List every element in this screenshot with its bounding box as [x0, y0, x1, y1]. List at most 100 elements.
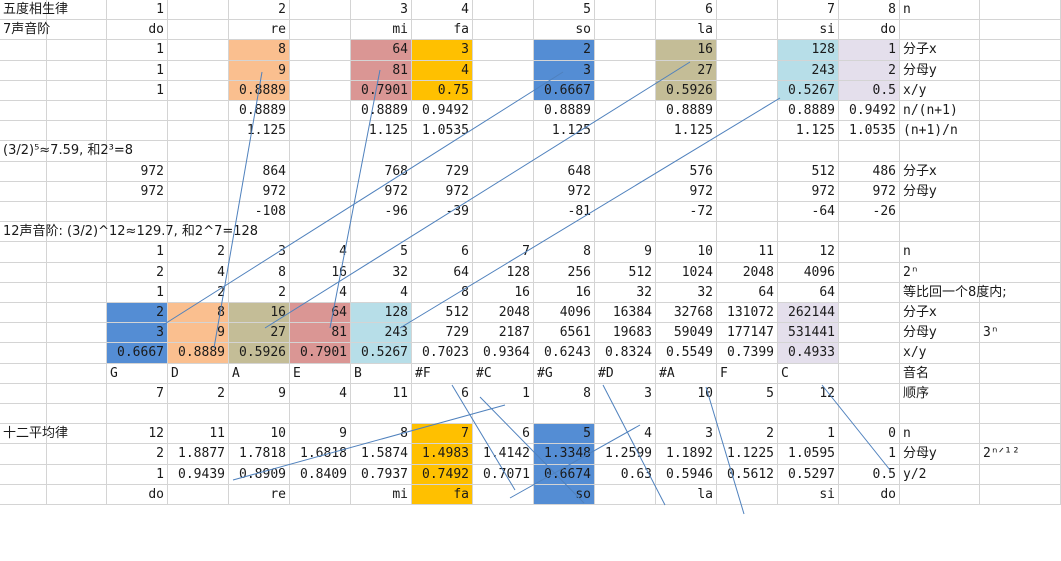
cell-value[interactable]: 8 [229, 262, 290, 283]
cell-value[interactable]: 4 [351, 282, 412, 303]
cell[interactable] [168, 484, 229, 505]
cell[interactable] [0, 80, 47, 101]
cell-value[interactable]: 3 [229, 242, 290, 263]
cell-value[interactable]: 512 [595, 262, 656, 283]
cell[interactable] [107, 121, 168, 142]
cell-value[interactable]: 0.6674 [534, 464, 595, 485]
cell-value[interactable]: 27 [229, 323, 290, 344]
cell-value[interactable]: 1.0535 [839, 121, 900, 142]
cell[interactable] [839, 222, 900, 243]
cell-value[interactable]: 1.2599 [595, 444, 656, 465]
cell-value[interactable]: 6 [412, 383, 473, 404]
cell-value[interactable]: 16 [473, 282, 534, 303]
cell-value[interactable]: fa [412, 484, 473, 505]
cell[interactable] [980, 222, 1061, 243]
cell-value[interactable]: 0.5 [839, 464, 900, 485]
cell-value[interactable]: 128 [351, 303, 412, 324]
cell[interactable] [0, 303, 47, 324]
cell-value[interactable]: 2 [717, 424, 778, 445]
cell[interactable] [412, 404, 473, 425]
cell[interactable] [717, 141, 778, 162]
cell[interactable] [168, 101, 229, 122]
cell-value[interactable]: 0.63 [595, 464, 656, 485]
cell-value[interactable]: 3 [656, 424, 717, 445]
cell-value[interactable]: 1 [839, 444, 900, 465]
cell-value[interactable]: 1 [107, 80, 168, 101]
cell-value[interactable]: la [656, 484, 717, 505]
cell-value[interactable]: #F [412, 363, 473, 384]
cell[interactable] [839, 242, 900, 263]
cell[interactable] [839, 343, 900, 364]
cell[interactable] [980, 484, 1061, 505]
cell[interactable] [717, 484, 778, 505]
cell[interactable] [717, 121, 778, 142]
cell-value[interactable]: B [351, 363, 412, 384]
cell-value[interactable]: 4 [290, 242, 351, 263]
cell-value[interactable]: 2ⁿ [900, 262, 980, 283]
cell-value[interactable]: 0.75 [412, 80, 473, 101]
cell[interactable] [900, 404, 980, 425]
cell-value[interactable]: 729 [412, 323, 473, 344]
cell-value[interactable]: 0.8324 [595, 343, 656, 364]
cell-value[interactable]: 0.9364 [473, 343, 534, 364]
cell-value[interactable]: 768 [351, 161, 412, 182]
cell[interactable] [473, 80, 534, 101]
cell-value[interactable]: 972 [778, 181, 839, 202]
cell[interactable] [229, 141, 290, 162]
cell[interactable] [0, 444, 47, 465]
cell-value[interactable]: 2 [168, 383, 229, 404]
cell[interactable] [980, 60, 1061, 81]
cell-value[interactable]: 1.6818 [290, 444, 351, 465]
cell-value[interactable]: do [839, 20, 900, 41]
cell-value[interactable]: 32 [595, 282, 656, 303]
cell-value[interactable]: 8 [168, 303, 229, 324]
cell-value[interactable]: 五度相生律 [0, 0, 107, 21]
cell[interactable] [595, 222, 656, 243]
cell-value[interactable]: 0.9492 [412, 101, 473, 122]
cell[interactable] [595, 161, 656, 182]
cell[interactable] [0, 383, 47, 404]
cell[interactable] [473, 202, 534, 223]
cell[interactable] [47, 343, 107, 364]
cell-value[interactable]: #G [534, 363, 595, 384]
cell[interactable] [0, 181, 47, 202]
cell[interactable] [595, 20, 656, 41]
cell-value[interactable]: n [900, 0, 980, 21]
cell-value[interactable]: 16 [534, 282, 595, 303]
cell[interactable] [534, 404, 595, 425]
cell-value[interactable]: 1024 [656, 262, 717, 283]
cell-value[interactable]: 1.0595 [778, 444, 839, 465]
cell[interactable] [290, 60, 351, 81]
cell[interactable] [980, 0, 1061, 21]
cell[interactable] [0, 101, 47, 122]
cell[interactable] [595, 0, 656, 21]
cell-value[interactable]: 8 [351, 424, 412, 445]
cell-value[interactable]: 972 [412, 181, 473, 202]
cell-value[interactable]: 3ⁿ [980, 323, 1061, 344]
cell[interactable] [980, 40, 1061, 61]
cell-value[interactable]: 2187 [473, 323, 534, 344]
cell[interactable] [0, 343, 47, 364]
cell-value[interactable]: 4 [290, 383, 351, 404]
cell-value[interactable]: 64 [412, 262, 473, 283]
cell[interactable] [778, 222, 839, 243]
cell-value[interactable]: 2 [107, 303, 168, 324]
cell-value[interactable]: 12声音阶: (3/2)^12≈129.7, 和2^7=128 [0, 222, 351, 243]
cell[interactable] [47, 303, 107, 324]
cell[interactable] [47, 121, 107, 142]
cell[interactable] [0, 202, 47, 223]
cell[interactable] [980, 121, 1061, 142]
cell-value[interactable]: 64 [717, 282, 778, 303]
cell-value[interactable]: 1.1225 [717, 444, 778, 465]
cell-value[interactable]: 729 [412, 161, 473, 182]
cell[interactable] [290, 404, 351, 425]
cell-value[interactable]: 177147 [717, 323, 778, 344]
cell-value[interactable]: 0.8409 [290, 464, 351, 485]
cell[interactable] [473, 181, 534, 202]
cell[interactable] [473, 222, 534, 243]
cell-value[interactable]: 8 [229, 40, 290, 61]
cell-value[interactable]: 0.8889 [534, 101, 595, 122]
cell[interactable] [473, 484, 534, 505]
cell-value[interactable]: 128 [778, 40, 839, 61]
cell-value[interactable]: 9 [229, 60, 290, 81]
